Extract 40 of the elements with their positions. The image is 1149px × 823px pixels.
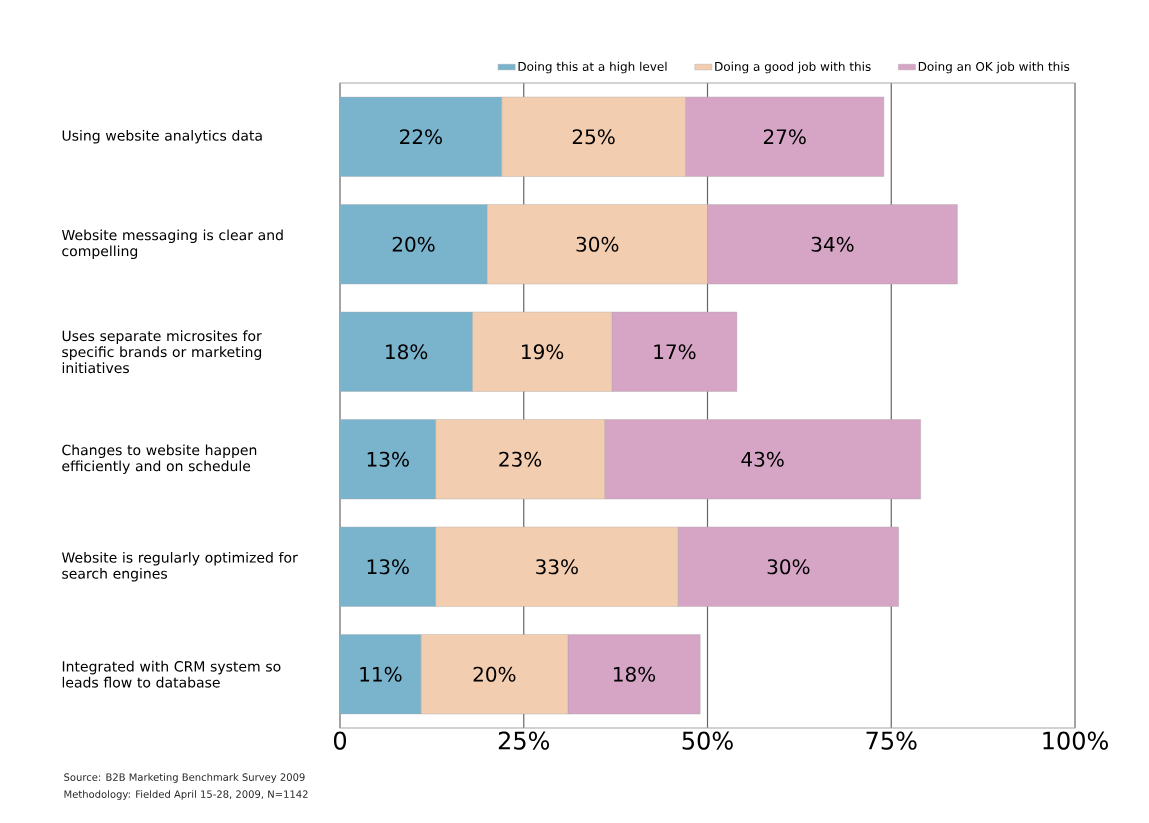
data-label: 25% (572, 129, 615, 145)
text: Methodology: Fielded April 15-28, 2009, N=1142 (64, 790, 308, 800)
data-label: 20% (392, 236, 435, 252)
y-tick-label: Uses separate microsites for specific brands or marketing initiatives (62, 330, 262, 374)
x-tick-label: 25% (498, 731, 550, 750)
bar (340, 311, 473, 392)
data-label: 18% (613, 666, 656, 682)
bar (340, 204, 488, 285)
data-label: 11% (360, 666, 402, 682)
data-label: 30% (576, 236, 619, 252)
y-tick-label: Using website analytics data (62, 129, 262, 144)
x-tick-label: 50% (682, 731, 733, 750)
data-label: 34% (811, 236, 854, 252)
bar (340, 526, 436, 607)
legend-label: Doing a good job with this (715, 61, 871, 74)
data-label: 22% (400, 129, 442, 145)
data-label: 33% (536, 559, 578, 575)
data-label: 13% (367, 559, 409, 575)
legend-label: Doing this at a high level (518, 61, 667, 74)
data-label: 13% (367, 451, 409, 467)
data-label: 19% (522, 344, 564, 360)
y-tick-label: Website messaging is clear and compelling (61, 229, 283, 260)
data-label: 23% (499, 451, 542, 467)
y-tick-label: Changes to website happen efficiently and on schedule (62, 444, 257, 475)
x-tick-label: 100% (1043, 731, 1108, 750)
data-label: 20% (473, 666, 516, 682)
bar (340, 96, 502, 177)
source-note: Source: B2B Marketing Benchmark Survey 2009 (64, 773, 305, 783)
y-tick-label: Integrated with CRM system so leads flow to database (62, 660, 281, 688)
data-label: 18% (386, 344, 428, 360)
bar (340, 634, 422, 715)
data-label: 30% (767, 559, 810, 575)
legend-label: Doing an OK job with this (918, 61, 1070, 74)
data-label: 27% (763, 129, 806, 145)
y-tick-label: Website is regularly optimized for search engines (61, 551, 298, 582)
x-tick-label: 0 (333, 731, 347, 750)
data-label: 43% (741, 451, 784, 467)
bar (340, 419, 436, 500)
data-label: 17% (654, 344, 696, 360)
x-tick-label: 75% (866, 731, 917, 750)
